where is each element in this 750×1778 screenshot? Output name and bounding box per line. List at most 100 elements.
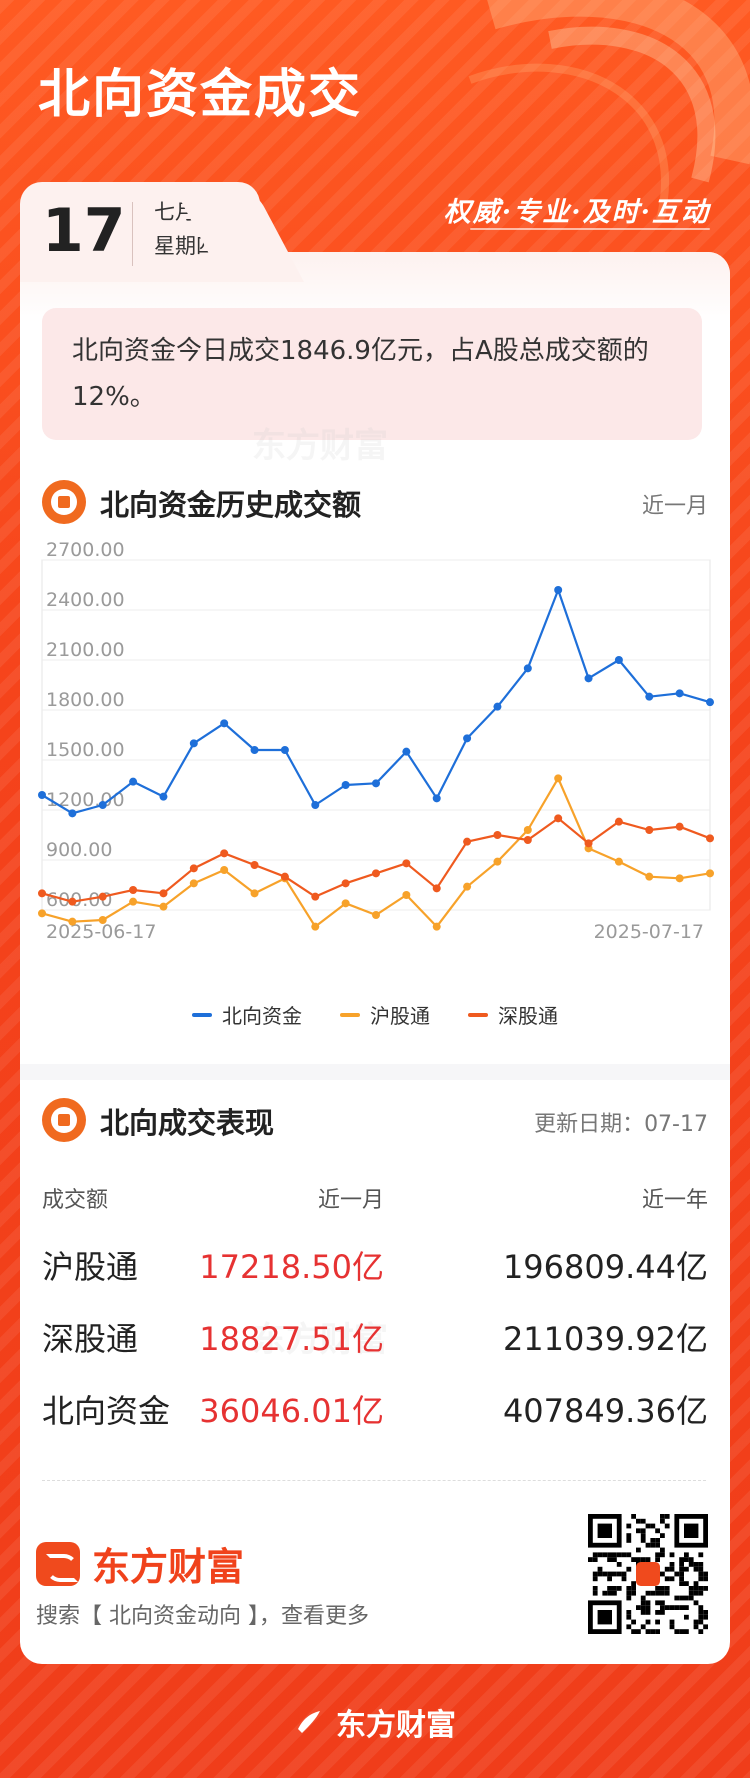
series-point-northbound [341, 781, 350, 789]
brand-block[interactable]: 东方财富 [36, 1536, 244, 1591]
slogan: 权威·专业·及时·互动 [443, 197, 710, 228]
decorative-swirl [468, 0, 750, 221]
y-tick-label: 2100.00 [46, 639, 125, 661]
series-point-shenzhen-connect [402, 859, 411, 868]
qr-code-icon[interactable] [588, 1514, 708, 1634]
legend-swatch-northbound [192, 1012, 212, 1017]
series-point-shenzhen-connect [523, 836, 532, 844]
legend-item-northbound[interactable]: 北向资金 [192, 1000, 302, 1029]
series-point-shenzhen-connect [220, 849, 229, 858]
series-point-northbound [675, 689, 684, 698]
series-point-shenzhen-connect [463, 837, 472, 846]
series-point-shenzhen-connect [675, 822, 684, 831]
series-point-shanghai-connect [250, 889, 259, 898]
series-point-shenzhen-connect [280, 872, 289, 881]
y-tick-label: 900.00 [46, 839, 112, 861]
series-point-northbound [463, 734, 472, 743]
series-point-shanghai-connect [523, 826, 532, 834]
brand-logo-icon [36, 1541, 80, 1586]
date-weekday: 星期四 [154, 234, 217, 258]
date-month: 七月 [154, 200, 196, 224]
series-point-shanghai-connect [311, 922, 320, 931]
row-label-shanghai-connect: 沪股通 [42, 1248, 139, 1286]
series-point-shanghai-connect [98, 916, 107, 924]
table-header-turnover: 成交额 [42, 1188, 109, 1213]
series-point-shenzhen-connect [341, 879, 350, 888]
date-tab: 17 七月 星期四 [20, 182, 260, 282]
table-header-year: 近一年 [641, 1188, 708, 1213]
series-point-shenzhen-connect [98, 892, 107, 901]
row-month-shanghai-connect: 17218.50亿 [199, 1248, 384, 1286]
row-year-northbound: 407849.36亿 [502, 1392, 708, 1430]
series-point-shanghai-connect [614, 857, 623, 866]
series-line-shanghai-connect [41, 777, 711, 928]
section-divider [20, 1064, 730, 1080]
history-range-label[interactable]: 近一月 [641, 494, 708, 519]
update-date-label: 更新日期：07-17 [534, 1112, 708, 1137]
series-point-northbound [614, 656, 623, 664]
series-point-shanghai-connect [402, 891, 411, 899]
series-point-northbound [645, 692, 654, 701]
row-year-shanghai-connect: 196809.44亿 [502, 1248, 708, 1286]
series-point-northbound [68, 809, 77, 818]
series-point-shanghai-connect [129, 897, 138, 906]
series-point-shanghai-connect [159, 902, 168, 911]
footer-brand: 东方财富 [0, 1700, 750, 1744]
series-point-northbound [706, 698, 714, 707]
series-point-northbound [38, 791, 46, 799]
main-card: 北向资金今日成交1846.9亿元，占A股总成交额的12%。 东方财富 北向资金历… [20, 252, 730, 1664]
series-point-northbound [493, 702, 502, 711]
legend-item-shenzhen-connect[interactable]: 深股通 [468, 1000, 558, 1029]
footer-logo-icon [298, 1711, 320, 1733]
date-day: 17 [42, 196, 126, 266]
series-point-northbound [129, 777, 138, 786]
dashed-divider [42, 1480, 706, 1481]
table-header-month: 近一月 [317, 1188, 384, 1213]
watermark-logo: 东方财富 [252, 426, 388, 466]
series-point-shenzhen-connect [38, 889, 46, 898]
series-point-northbound [250, 746, 259, 754]
y-tick-label: 2400.00 [46, 589, 125, 611]
series-point-northbound [554, 586, 563, 594]
series-point-northbound [98, 801, 107, 809]
x-tick-label-end: 2025-07-17 [594, 921, 704, 940]
series-point-shenzhen-connect [311, 892, 320, 901]
series-point-shenzhen-connect [432, 884, 441, 893]
page-title: 北向资金成交 [38, 65, 363, 125]
date-separator [132, 202, 133, 266]
series-point-shenzhen-connect [250, 861, 259, 869]
series-point-shenzhen-connect [129, 886, 138, 894]
series-point-shanghai-connect [372, 911, 380, 919]
series-point-shanghai-connect [68, 917, 77, 926]
series-point-shanghai-connect [38, 909, 46, 918]
series-point-shanghai-connect [220, 866, 229, 874]
footer-brand-name: 东方财富 [336, 1708, 456, 1743]
series-point-shanghai-connect [463, 882, 472, 891]
history-section-title: 北向资金历史成交额 [100, 488, 362, 522]
series-point-northbound [280, 746, 289, 754]
series-point-shenzhen-connect [493, 831, 502, 839]
series-point-northbound [584, 674, 593, 683]
series-point-shanghai-connect [554, 774, 563, 783]
legend-label-shanghai-connect: 沪股通 [370, 1004, 430, 1028]
row-month-shenzhen-connect: 18827.51亿 [199, 1320, 384, 1358]
summary-text: 北向资金今日成交1846.9亿元，占A股总成交额的12%。 [72, 336, 649, 412]
series-point-shenzhen-connect [614, 817, 623, 826]
performance-section-title: 北向成交表现 [100, 1106, 275, 1140]
series-point-shenzhen-connect [706, 834, 714, 843]
row-label-northbound: 北向资金 [42, 1392, 171, 1430]
legend-label-shenzhen-connect: 深股通 [498, 1004, 558, 1028]
legend-item-shanghai-connect[interactable]: 沪股通 [340, 1000, 430, 1029]
series-point-shenzhen-connect [584, 839, 593, 848]
series-point-northbound [189, 739, 198, 748]
series-point-northbound [372, 779, 380, 788]
series-point-northbound [523, 664, 532, 673]
series-point-shenzhen-connect [554, 814, 563, 823]
series-point-shanghai-connect [189, 879, 198, 888]
row-month-northbound: 36046.01亿 [199, 1392, 384, 1430]
watermark-logo-2: 东方财富 [252, 1320, 388, 1360]
series-point-shenzhen-connect [645, 826, 654, 834]
summary-box: 北向资金今日成交1846.9亿元，占A股总成交额的12%。 [42, 308, 702, 440]
history-line-chart: 2700.00 2400.00 2100.00 1800.00 1500.00 1200.… [38, 540, 714, 940]
row-label-shenzhen-connect: 深股通 [42, 1320, 139, 1358]
